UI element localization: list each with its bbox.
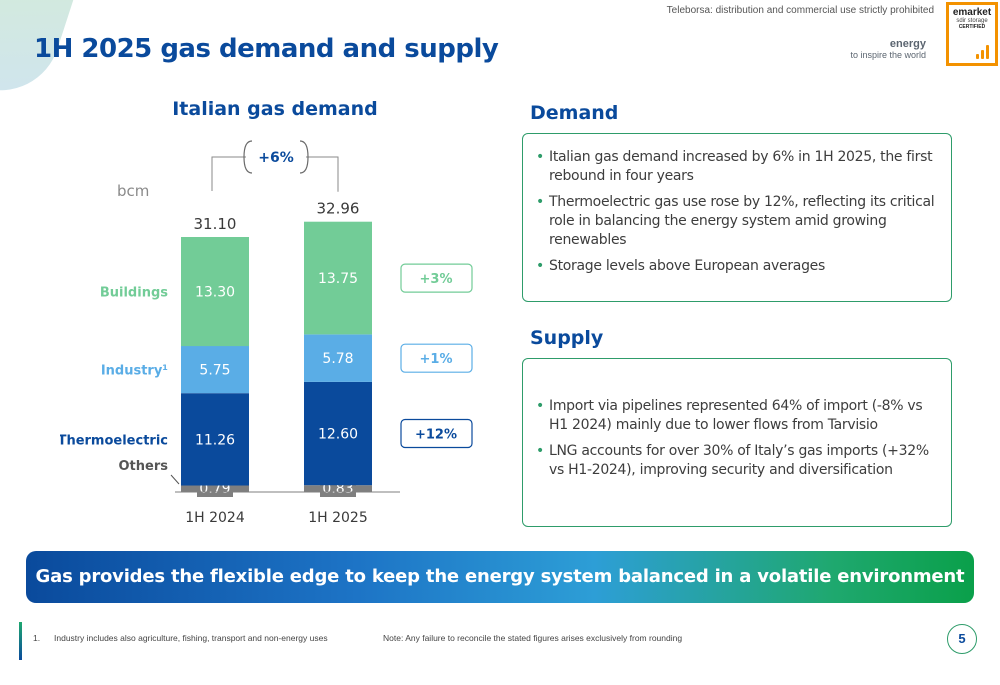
others-leader-line bbox=[170, 474, 180, 485]
supply-title: Supply bbox=[530, 327, 604, 349]
demand-panel: Italian gas demand increased by 6% in 1H… bbox=[522, 133, 952, 302]
demand-title: Demand bbox=[530, 102, 619, 124]
x-tick-label: 1H 2024 bbox=[185, 510, 245, 526]
bar-value-label: 12.60 bbox=[318, 427, 358, 443]
certification-line-1: emarket bbox=[952, 7, 992, 18]
unit-label: bcm bbox=[117, 182, 149, 200]
bar-value-label: 13.75 bbox=[318, 271, 358, 287]
series-label: Thermoelectric bbox=[60, 433, 168, 448]
growth-box bbox=[400, 418, 473, 449]
series-label: Others bbox=[119, 459, 169, 474]
growth-bracket-right bbox=[306, 156, 339, 192]
footnote-text: Industry includes also agriculture, fish… bbox=[54, 633, 328, 643]
growth-paren-left bbox=[243, 140, 253, 174]
key-message-banner: Gas provides the flexible edge to keep t… bbox=[26, 551, 974, 603]
supply-bullets: Import via pipelines represented 64% of … bbox=[533, 397, 939, 480]
growth-paren-right bbox=[299, 140, 309, 174]
x-tick-label: 1H 2025 bbox=[308, 510, 368, 526]
growth-box-label: +1% bbox=[420, 352, 453, 367]
brand-tagline: energy to inspire the world bbox=[850, 38, 926, 60]
demand-bullet: Italian gas demand increased by 6% in 1H… bbox=[533, 148, 939, 186]
rounding-note: Note: Any failure to reconcile the state… bbox=[383, 633, 683, 643]
demand-bullet: Thermoelectric gas use rose by 12%, refl… bbox=[533, 193, 939, 250]
gas-demand-chart: Italian gas demandbcm0.7911.265.7513.303… bbox=[60, 98, 473, 526]
certification-line-3: CERTIFIED bbox=[958, 24, 986, 30]
series-label: Buildings bbox=[100, 286, 168, 301]
bar-total-label: 31.10 bbox=[194, 215, 237, 233]
certification-bars-icon bbox=[976, 45, 990, 59]
bar-value-label: 5.78 bbox=[322, 351, 353, 367]
demand-bullet: Storage levels above European averages bbox=[533, 257, 939, 276]
supply-bullet: Import via pipelines represented 64% of … bbox=[533, 397, 939, 435]
brand-line-1: energy bbox=[889, 38, 926, 50]
growth-total-label: +6% bbox=[258, 150, 294, 166]
series-label: Industry¹ bbox=[101, 364, 168, 379]
supply-bullet: LNG accounts for over 30% of Italy’s gas… bbox=[533, 442, 939, 480]
bar-value-label: 13.30 bbox=[195, 285, 235, 301]
watermark-text: Teleborsa: distribution and commercial u… bbox=[666, 5, 934, 16]
bar-segment-thermoelectric bbox=[304, 381, 372, 486]
bar-segment-industry bbox=[304, 334, 372, 382]
bar-value-label: 5.75 bbox=[199, 363, 230, 379]
bar-segment-industry bbox=[181, 346, 249, 394]
bar-segment-buildings bbox=[304, 221, 372, 335]
growth-box-label: +12% bbox=[415, 428, 457, 443]
growth-box-label: +3% bbox=[420, 272, 453, 287]
demand-bullets: Italian gas demand increased by 6% in 1H… bbox=[533, 148, 939, 276]
bar-value-label: 11.26 bbox=[195, 432, 235, 448]
page-number: 5 bbox=[947, 624, 977, 654]
supply-panel: Import via pipelines represented 64% of … bbox=[522, 358, 952, 527]
certification-line-2: sdir storage bbox=[956, 18, 988, 24]
growth-box bbox=[400, 343, 473, 373]
bar-segment-buildings bbox=[181, 237, 249, 347]
footer-accent-bar bbox=[19, 622, 22, 660]
bar-segment-thermoelectric bbox=[181, 393, 249, 486]
chart-title: Italian gas demand bbox=[172, 98, 378, 120]
footnote-number: 1. bbox=[33, 633, 41, 643]
growth-bracket-left bbox=[211, 156, 246, 191]
bar-total-label: 32.96 bbox=[317, 200, 360, 218]
brand-line-2: to inspire the world bbox=[850, 50, 926, 60]
certification-badge: emarket sdir storage CERTIFIED bbox=[946, 2, 998, 66]
growth-box bbox=[400, 263, 473, 293]
page-title: 1H 2025 gas demand and supply bbox=[34, 34, 499, 64]
